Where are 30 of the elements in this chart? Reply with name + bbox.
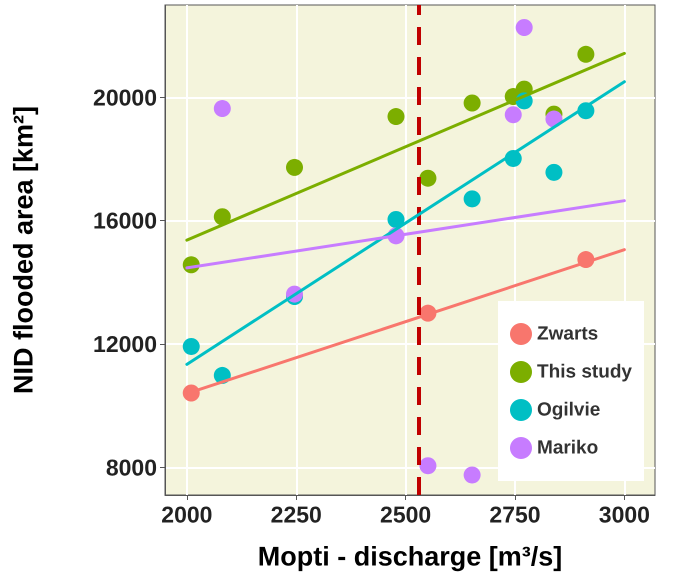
point [388, 108, 404, 126]
point [545, 164, 562, 181]
point [419, 170, 436, 187]
point [577, 46, 594, 63]
y-tick-label: 8000 [106, 454, 157, 480]
point [182, 338, 200, 355]
x-tick-label: 3000 [598, 502, 650, 528]
x-tick-label: 2250 [270, 502, 322, 528]
legend-label: Mariko [536, 438, 598, 458]
point [464, 94, 481, 112]
legend-label: Ogilvie [536, 400, 600, 420]
y-tick-label: 12000 [93, 330, 157, 357]
point [214, 100, 231, 118]
legend-label: Zwarts [536, 324, 598, 344]
point [464, 466, 481, 484]
legend-label: This study [536, 362, 632, 382]
point [464, 190, 481, 208]
point [504, 106, 522, 124]
point [516, 19, 533, 36]
x-tick-label: 2750 [489, 502, 541, 528]
point [388, 210, 404, 228]
y-tick-label: 16000 [93, 208, 157, 234]
y-tick-label: 20000 [93, 84, 157, 110]
point [286, 158, 303, 176]
x-axis-title: Mopti - discharge [m³/s] [258, 542, 562, 572]
point [419, 457, 436, 474]
x-tick-label: 2500 [380, 502, 432, 528]
point [214, 208, 231, 226]
y-axis-title: NID flooded area [km²] [8, 106, 38, 394]
x-tick-label: 2000 [161, 502, 212, 528]
